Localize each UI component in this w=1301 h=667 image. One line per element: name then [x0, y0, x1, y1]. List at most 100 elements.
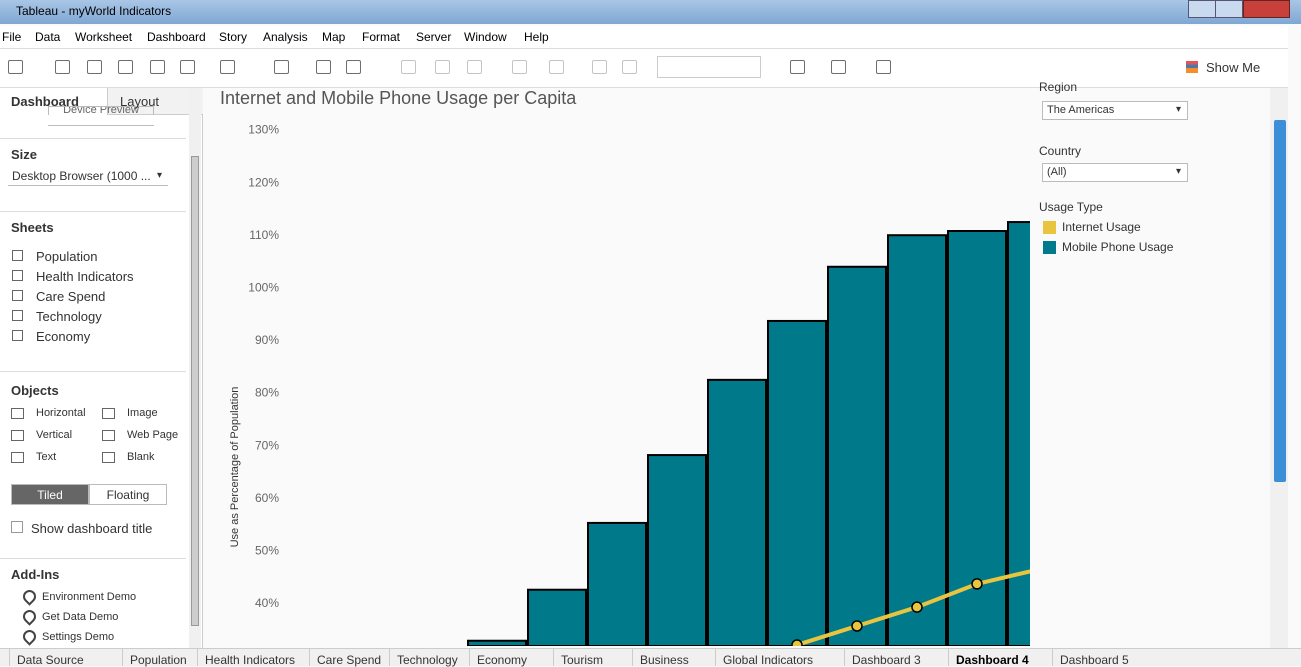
tab-separator	[389, 649, 390, 666]
object-item[interactable]: Web Page	[127, 429, 179, 441]
addin-item[interactable]: Settings Demo	[42, 631, 115, 643]
menu-bar: File Data Worksheet Dashboard Story Analysis M…	[0, 26, 1288, 49]
maximize-button[interactable]	[1215, 0, 1243, 18]
toolbar-icon[interactable]	[87, 60, 102, 74]
toolbar-icon[interactable]	[274, 60, 289, 74]
menu-item[interactable]: Worksheet	[75, 30, 133, 44]
line-point	[851, 620, 863, 632]
toolbar-icon[interactable]	[401, 60, 416, 74]
dashboard-scroll-thumb[interactable]	[1274, 120, 1286, 482]
y-tick-label: 50%	[255, 543, 279, 557]
toolbar-icon[interactable]	[316, 60, 331, 74]
sheet-tab[interactable]: Dashboard 3	[852, 653, 921, 667]
menu-item[interactable]: Window	[464, 30, 507, 44]
addin-item[interactable]: Environment Demo	[42, 591, 137, 603]
line-point	[911, 601, 923, 613]
sidebar: Device Preview Size Desktop Browser (100…	[0, 88, 203, 648]
addin-item[interactable]: Get Data Demo	[42, 611, 119, 623]
chart-title: Internet and Mobile Phone Usage per Capi…	[220, 88, 577, 108]
object-item[interactable]: Text	[36, 451, 57, 463]
layout-mode-button[interactable]: Tiled	[11, 484, 89, 505]
sidebar-scroll-thumb[interactable]	[191, 156, 199, 626]
toolbar-icon[interactable]	[435, 60, 450, 74]
y-tick-label: 110%	[249, 228, 279, 242]
sheet-item[interactable]: Economy	[36, 329, 91, 344]
sheet-tab[interactable]: Population	[130, 653, 187, 667]
y-tick-label: 60%	[255, 491, 279, 505]
dashboard-scrollbar[interactable]	[1270, 88, 1288, 648]
title-bar: Tableau - myWorld Indicators	[0, 0, 1301, 24]
size-heading: Size	[11, 147, 38, 162]
toolbar-icon[interactable]	[8, 60, 23, 74]
sheet-tab[interactable]: Tourism	[561, 653, 604, 667]
sheet-tab[interactable]: Care Spend	[317, 653, 382, 667]
object-item[interactable]: Blank	[127, 451, 155, 463]
bar	[467, 639, 527, 646]
toolbar-icon[interactable]	[592, 60, 607, 74]
toolbar-icon[interactable]	[220, 60, 235, 74]
y-tick-label: 120%	[248, 175, 279, 189]
object-item[interactable]: Image	[127, 407, 158, 419]
menu-item[interactable]: Story	[219, 30, 248, 44]
sheet-tab[interactable]: Dashboard 4	[956, 653, 1029, 667]
tab-separator	[469, 649, 470, 666]
toolbar-icon[interactable]	[467, 60, 482, 74]
menu-item[interactable]: Data	[35, 30, 61, 44]
legend-title: Usage Type	[1039, 200, 1103, 214]
toolbar-icon[interactable]	[118, 60, 133, 74]
sheet-tab[interactable]: Technology	[397, 653, 458, 667]
bar	[827, 265, 887, 646]
tab-separator	[715, 649, 716, 666]
toolbar-icon[interactable]	[150, 60, 165, 74]
sidebar-tab[interactable]: Dashboard	[11, 94, 79, 109]
sidebar-tab[interactable]: Layout	[120, 94, 160, 109]
toolbar-icon[interactable]	[549, 60, 564, 74]
toolbar-icon[interactable]	[831, 60, 846, 74]
sheet-tab[interactable]: Business	[640, 653, 689, 667]
menu-item[interactable]: Help	[524, 30, 549, 44]
sheet-item[interactable]: Technology	[36, 309, 102, 324]
sheet-item[interactable]: Care Spend	[36, 289, 106, 304]
y-tick-label: 90%	[255, 333, 279, 347]
toolbar-icon[interactable]	[622, 60, 637, 74]
sheet-icon	[12, 250, 23, 261]
menu-item[interactable]: File	[2, 30, 22, 44]
toolbar-icon[interactable]	[55, 60, 70, 74]
close-button[interactable]	[1243, 0, 1290, 18]
toolbar-icon[interactable]	[876, 60, 891, 74]
sheet-item[interactable]: Population	[36, 249, 98, 264]
filter-dropdown[interactable]: (All)	[1042, 163, 1188, 182]
line-point	[1032, 565, 1042, 575]
toolbar-icon[interactable]	[346, 60, 361, 74]
toolbar-icon[interactable]	[180, 60, 195, 74]
sheet-tab[interactable]: Health Indicators	[205, 653, 296, 667]
object-item[interactable]: Horizontal	[36, 407, 86, 419]
checkbox[interactable]	[11, 521, 23, 533]
object-icon	[11, 430, 24, 441]
menu-item[interactable]: Analysis	[263, 30, 308, 44]
toolbar-icon[interactable]	[512, 60, 527, 74]
show-me-button[interactable]: Show Me	[1206, 60, 1261, 75]
menu-item[interactable]: Format	[362, 30, 401, 44]
sheet-tab[interactable]: Data Source	[17, 653, 84, 667]
toolbar-dropdown[interactable]	[657, 56, 761, 78]
show-title-label[interactable]: Show dashboard title	[31, 521, 153, 536]
sheet-tab[interactable]: Dashboard 5	[1060, 653, 1129, 667]
sheet-tab[interactable]: Global Indicators	[723, 653, 814, 667]
sheet-tab[interactable]: Economy	[477, 653, 528, 667]
filter-dropdown[interactable]: The Americas	[1042, 101, 1188, 120]
menu-item[interactable]: Map	[322, 30, 346, 44]
menu-item[interactable]: Dashboard	[147, 30, 206, 44]
object-icon	[102, 408, 115, 419]
sheet-item[interactable]: Health Indicators	[36, 269, 134, 284]
size-dropdown[interactable]: Desktop Browser (1000 ...	[8, 168, 168, 186]
sheet-icon	[12, 290, 23, 301]
tab-separator	[844, 649, 845, 666]
plot-area	[467, 221, 1042, 646]
layout-mode-button[interactable]: Floating	[89, 484, 167, 505]
menu-item[interactable]: Server	[416, 30, 452, 44]
tab-separator	[553, 649, 554, 666]
toolbar-icon[interactable]	[790, 60, 805, 74]
object-item[interactable]: Vertical	[36, 429, 73, 441]
object-icon	[11, 452, 24, 463]
